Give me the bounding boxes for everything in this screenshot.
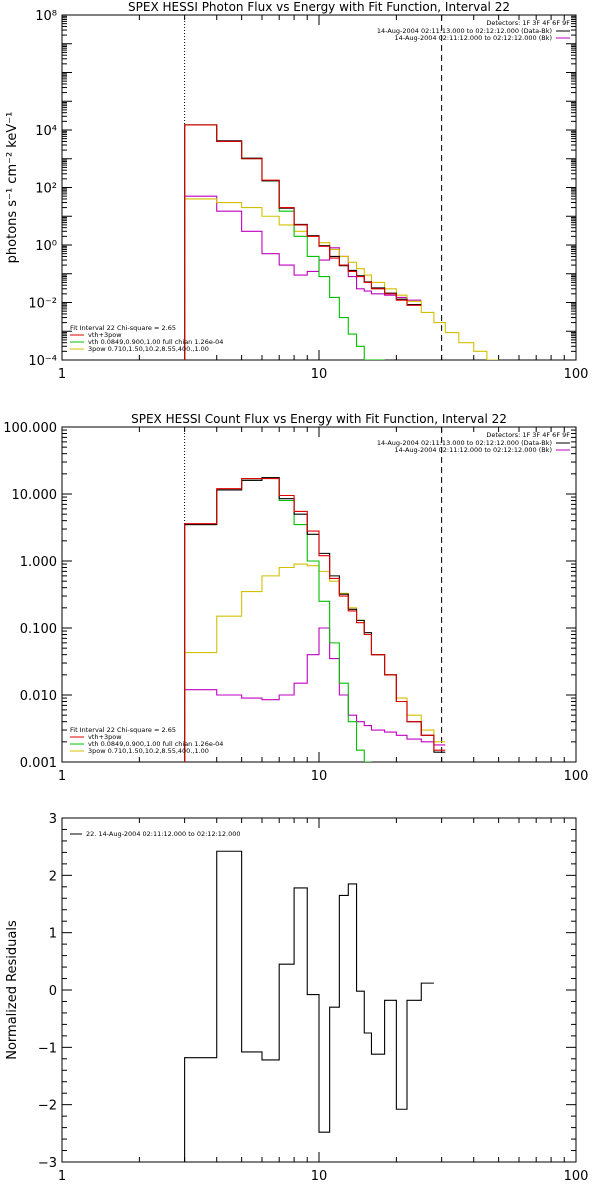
x-tick-label: 1	[58, 769, 66, 784]
x-tick-label: 100	[564, 367, 589, 382]
chart-title: SPEX HESSI Photon Flux vs Energy with Fi…	[128, 0, 510, 14]
x-tick-label: 100	[564, 1169, 589, 1184]
y-tick-label: 0.001	[20, 756, 57, 771]
y-tick-label: 10⁻⁴	[28, 354, 57, 369]
series-bk	[184, 627, 446, 762]
series-3pow	[184, 563, 446, 762]
y-tick-label: 1	[49, 927, 57, 942]
series-vth	[184, 477, 372, 762]
chart-title: SPEX HESSI Count Flux vs Energy with Fit…	[131, 412, 507, 426]
y-tick-label: 10²	[35, 182, 57, 197]
legend-fit-header: Fit Interval 22 Chi-square = 2.65	[70, 726, 176, 734]
y-tick-label: −1	[38, 1041, 57, 1056]
legend-entry-label: 22. 14-Aug-2004 02:11:12.000 to 02:12:12…	[86, 830, 241, 838]
x-tick-label: 1	[58, 367, 66, 382]
series-3pow	[184, 198, 499, 360]
legend-detectors: Detectors: 1F 3F 4F 6F 9F	[486, 431, 570, 439]
x-tick-label: 100	[564, 769, 589, 784]
y-tick-label: 0.100	[20, 622, 57, 637]
legend-entry-label: 3pow 0.710,1.50,10.2,8.55,400.,1.00	[88, 345, 209, 353]
legend-fit-header: Fit Interval 22 Chi-square = 2.65	[70, 324, 176, 332]
series-vth-3pow	[184, 124, 422, 360]
legend-entry-label: vth 0.0849,0.900,1.00 full chian 1.26e-0…	[88, 740, 223, 748]
chart-panel-3: 1 10 100 −3 −2 −1 0 1 2 3 Normalized Residuals 22. …	[5, 812, 588, 1184]
data-series-group	[184, 850, 434, 1162]
series-22-14-aug-2004-02-11-12-000-to-02-12-12-000	[184, 850, 434, 1162]
series-vth	[184, 124, 385, 360]
chart-panel-1: SPEX HESSI Photon Flux vs Energy with Fi…	[5, 0, 588, 382]
data-series-group	[184, 477, 446, 762]
y-axis-label: Normalized Residuals	[5, 920, 20, 1060]
legend-entry-label: 3pow 0.710,1.50,10.2,8.55,400.,1.00	[88, 747, 209, 755]
data-series-group	[184, 124, 499, 360]
legend-entry-label: 14-Aug-2004 02:11:13.000 to 02:12:12.000…	[377, 27, 552, 35]
y-tick-label: −3	[38, 1156, 57, 1171]
y-tick-label: 100.000	[3, 421, 57, 436]
legend-entry-label: 14-Aug-2004 02:11:13.000 to 02:12:12.000…	[377, 439, 552, 447]
y-tick-label: 0.010	[20, 689, 57, 704]
y-tick-label: 10⁴	[35, 124, 57, 139]
series-bk	[184, 195, 422, 360]
x-tick-label: 10	[311, 1169, 328, 1184]
x-tick-label: 10	[311, 769, 328, 784]
legend-entry-label: vth 0.0849,0.900,1.00 full chian 1.26e-0…	[88, 338, 223, 346]
series-vth-3pow	[184, 478, 446, 762]
legend-entry-label: 14-Aug-2004 02:11:12.000 to 02:12:12.000…	[395, 34, 552, 42]
y-tick-label: 1.000	[20, 555, 57, 570]
y-tick-label: 10⁻²	[28, 297, 57, 312]
series-data-bk	[184, 124, 422, 360]
legend-detectors: Detectors: 1F 3F 4F 6F 9F	[486, 19, 570, 27]
y-axis-label: photons s⁻¹ cm⁻² keV⁻¹	[5, 112, 20, 264]
legend-entry-label: 14-Aug-2004 02:11:12.000 to 02:12:12.000…	[395, 446, 552, 454]
y-tick-label: 10.000	[12, 488, 58, 503]
y-tick-label: −2	[38, 1099, 57, 1114]
y-tick-label: 0	[49, 984, 57, 999]
x-tick-label: 1	[58, 1169, 66, 1184]
chart-panel-2: SPEX HESSI Count Flux vs Energy with Fit…	[3, 412, 588, 784]
plot-frame	[61, 14, 577, 361]
y-tick-label: 2	[49, 869, 57, 884]
x-tick-label: 10	[311, 367, 328, 382]
y-tick-label: 10⁸	[35, 9, 57, 24]
legend-entry-label: vth+3pow	[88, 331, 122, 339]
y-tick-label: 3	[49, 812, 57, 827]
series-data-bk	[184, 477, 446, 762]
legend-entry-label: vth+3pow	[88, 733, 122, 741]
y-tick-label: 10⁰	[35, 239, 57, 254]
